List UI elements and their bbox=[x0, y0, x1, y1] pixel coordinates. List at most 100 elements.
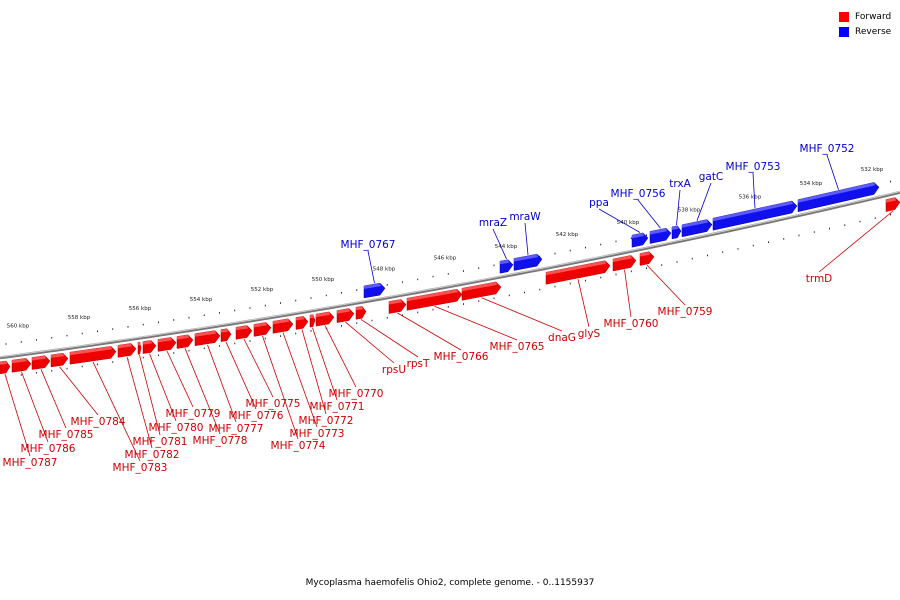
gene-arrow-highlight bbox=[514, 254, 538, 262]
gene-label[interactable]: MHF_0780 bbox=[149, 422, 204, 434]
gene-label[interactable]: MHF_0774 bbox=[271, 440, 326, 452]
gene-arrow-highlight bbox=[273, 318, 289, 325]
figure-caption: Mycoplasma haemofelis Ohio2, complete ge… bbox=[305, 578, 595, 588]
gene-leader-line bbox=[324, 325, 357, 388]
gene-arrow-highlight bbox=[32, 355, 46, 361]
gene-label[interactable]: rpsT bbox=[407, 358, 430, 370]
gene-label[interactable]: MHF_0773 bbox=[290, 428, 345, 440]
gene-arrow-highlight bbox=[886, 197, 896, 203]
gene-label[interactable]: gatC bbox=[699, 171, 724, 183]
gene-label[interactable]: MHF_0776 bbox=[229, 410, 284, 422]
gene-leader-line bbox=[524, 222, 529, 255]
gene-label[interactable]: dnaG bbox=[548, 332, 576, 344]
gene-label[interactable]: trmD bbox=[806, 273, 833, 285]
legend-forward: Forward bbox=[839, 9, 897, 24]
legend-reverse: Reverse bbox=[839, 24, 897, 39]
tick-label: 538 kbp bbox=[678, 207, 701, 213]
tick-label: 544 kbp bbox=[495, 244, 518, 250]
gene-arrow-highlight bbox=[356, 306, 363, 311]
gene-label[interactable]: MHF_0775 bbox=[246, 398, 301, 410]
legend: Forward Reverse bbox=[839, 9, 897, 39]
legend-forward-swatch bbox=[839, 11, 849, 22]
gene-arrow-highlight bbox=[195, 330, 216, 337]
gene-label[interactable]: rpsU bbox=[382, 364, 406, 376]
gene-arrow[interactable] bbox=[545, 260, 611, 285]
gene-arrow-highlight bbox=[500, 259, 509, 265]
gene-label[interactable]: MHF_0784 bbox=[71, 416, 126, 428]
gene-leader-line bbox=[598, 208, 641, 233]
gene-arrow-highlight bbox=[51, 353, 64, 358]
gene-label[interactable]: MHF_0766 bbox=[434, 351, 489, 363]
gene-leader-line bbox=[312, 327, 338, 401]
gene-label[interactable]: MHF_0756 bbox=[611, 188, 666, 200]
gene-arrow-highlight bbox=[296, 316, 305, 321]
gene-label[interactable]: MHF_0765 bbox=[490, 341, 545, 353]
gene-arrow-highlight bbox=[462, 281, 497, 292]
gene-label[interactable]: MHF_0781 bbox=[133, 436, 188, 448]
tick-label: 536 kbp bbox=[739, 194, 762, 200]
gene-leader-line bbox=[481, 297, 563, 332]
gene-label[interactable]: MHF_0779 bbox=[166, 408, 221, 420]
gene-arrow-highlight bbox=[546, 260, 606, 276]
legend-reverse-label: Reverse bbox=[855, 26, 892, 37]
gene-features bbox=[0, 182, 900, 375]
tick-label: 540 kbp bbox=[617, 220, 640, 226]
gene-label[interactable]: MHF_0777 bbox=[209, 423, 264, 435]
gene-arrow[interactable] bbox=[712, 200, 798, 231]
gene-label[interactable]: MHF_0772 bbox=[299, 415, 354, 427]
gene-arrow-highlight bbox=[221, 328, 228, 333]
gene-label[interactable]: MHF_0783 bbox=[113, 462, 168, 474]
gene-leader-line bbox=[397, 312, 462, 351]
tick-label: 534 kbp bbox=[800, 181, 823, 187]
gene-arrow-highlight bbox=[177, 334, 189, 340]
tick-label: 552 kbp bbox=[251, 287, 274, 293]
gene-label[interactable]: ppa bbox=[589, 197, 609, 209]
gene-label[interactable]: MHF_0771 bbox=[310, 401, 365, 413]
gene-arrow-highlight bbox=[389, 299, 402, 305]
gene-arrow-highlight bbox=[310, 314, 314, 319]
gene-leader-line bbox=[149, 353, 177, 422]
gene-leader-line bbox=[166, 350, 194, 408]
gene-label[interactable]: MHF_0778 bbox=[193, 435, 248, 447]
gene-label[interactable]: glyS bbox=[578, 328, 601, 340]
gene-arrow[interactable] bbox=[406, 288, 463, 311]
gene-label[interactable]: trxA bbox=[669, 178, 691, 190]
gene-arrow-highlight bbox=[118, 343, 132, 349]
tick-label: 548 kbp bbox=[373, 266, 396, 272]
gene-label[interactable]: mraZ bbox=[479, 217, 507, 229]
gene-label[interactable]: MHF_0753 bbox=[726, 161, 781, 173]
gene-leader-line bbox=[40, 369, 67, 429]
tick-label: 558 kbp bbox=[68, 315, 91, 321]
gene-leader-line bbox=[696, 182, 712, 221]
gene-leader-line bbox=[126, 356, 153, 449]
gene-leader-line bbox=[360, 319, 419, 358]
gene-label[interactable]: MHF_0760 bbox=[604, 318, 659, 330]
gene-label[interactable]: MHF_0782 bbox=[125, 449, 180, 461]
gene-leader-line bbox=[4, 373, 31, 457]
gene-label[interactable]: MHF_0752 bbox=[800, 143, 855, 155]
gene-leader-line bbox=[752, 172, 756, 209]
gene-arrow-highlight bbox=[0, 361, 7, 365]
tick-label: 554 kbp bbox=[190, 297, 213, 303]
gene-leader-line bbox=[345, 321, 395, 364]
gene-label[interactable]: MHF_0770 bbox=[329, 388, 384, 400]
gene-arrow-highlight bbox=[682, 219, 708, 228]
gene-arrow-highlight bbox=[364, 283, 381, 289]
gene-label[interactable]: MHF_0787 bbox=[3, 457, 58, 469]
gene-label[interactable]: MHF_0786 bbox=[21, 443, 76, 455]
gene-label[interactable]: mraW bbox=[509, 211, 541, 223]
gene-leader-line bbox=[624, 269, 632, 318]
gene-label[interactable]: MHF_0785 bbox=[39, 429, 94, 441]
tick-label: 560 kbp bbox=[7, 323, 30, 329]
gene-leader-line bbox=[818, 210, 894, 273]
gene-leader-line bbox=[21, 371, 49, 443]
gene-leader-line bbox=[262, 335, 299, 440]
gene-arrow-highlight bbox=[640, 251, 650, 257]
gene-label[interactable]: MHF_0767 bbox=[341, 239, 396, 251]
gene-label[interactable]: MHF_0759 bbox=[658, 306, 713, 318]
gene-arrow-highlight bbox=[650, 228, 667, 235]
gene-arrow-highlight bbox=[713, 201, 793, 222]
gene-arrow-highlight bbox=[254, 322, 267, 328]
gene-leader-line bbox=[826, 154, 839, 190]
